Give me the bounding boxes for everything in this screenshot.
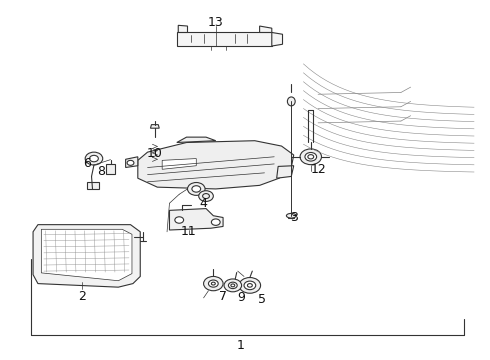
Polygon shape xyxy=(150,125,159,128)
Circle shape xyxy=(228,282,237,289)
Text: 9: 9 xyxy=(237,291,245,305)
Text: 2: 2 xyxy=(78,289,86,303)
Ellipse shape xyxy=(288,97,295,106)
Text: 10: 10 xyxy=(147,147,163,160)
Ellipse shape xyxy=(287,213,296,218)
Circle shape xyxy=(239,278,261,293)
Circle shape xyxy=(300,149,321,165)
Polygon shape xyxy=(87,182,99,189)
Circle shape xyxy=(305,153,317,161)
Polygon shape xyxy=(41,229,132,281)
Polygon shape xyxy=(106,164,115,174)
Text: 7: 7 xyxy=(219,289,227,303)
Circle shape xyxy=(224,279,242,292)
Polygon shape xyxy=(272,32,283,46)
Polygon shape xyxy=(177,137,216,143)
Circle shape xyxy=(208,280,218,287)
Text: 12: 12 xyxy=(310,163,326,176)
Polygon shape xyxy=(170,208,223,230)
Text: 8: 8 xyxy=(98,165,105,177)
Polygon shape xyxy=(138,141,294,189)
Text: 3: 3 xyxy=(290,211,297,224)
Polygon shape xyxy=(33,225,140,287)
Circle shape xyxy=(188,183,205,195)
Polygon shape xyxy=(260,26,272,32)
Text: 11: 11 xyxy=(181,225,197,238)
Circle shape xyxy=(244,281,256,290)
Text: 13: 13 xyxy=(208,16,223,29)
Text: 6: 6 xyxy=(83,157,91,170)
Polygon shape xyxy=(125,157,138,167)
Circle shape xyxy=(175,217,184,223)
Circle shape xyxy=(85,152,103,165)
Text: 5: 5 xyxy=(258,293,266,306)
Text: 4: 4 xyxy=(199,197,208,210)
Polygon shape xyxy=(177,32,272,46)
Polygon shape xyxy=(178,25,188,32)
Circle shape xyxy=(199,191,213,202)
Circle shape xyxy=(211,219,220,225)
Circle shape xyxy=(127,160,134,165)
Circle shape xyxy=(192,186,201,192)
Text: 1: 1 xyxy=(236,338,244,351)
Circle shape xyxy=(90,156,98,162)
Circle shape xyxy=(203,276,223,291)
Polygon shape xyxy=(162,158,196,169)
Polygon shape xyxy=(277,166,294,178)
